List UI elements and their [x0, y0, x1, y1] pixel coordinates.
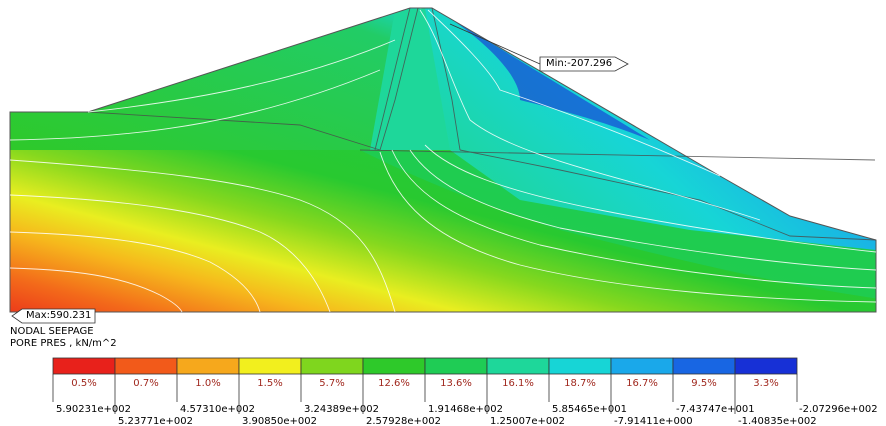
legend-swatch: [362, 357, 426, 375]
legend-percentage: 12.6%: [378, 378, 410, 389]
min-value-label: Min:-207.296: [546, 58, 613, 69]
legend-swatch: [176, 357, 240, 375]
legend-tick-value: 3.24389e+002: [304, 404, 379, 415]
legend-tick-value: 1.91468e+002: [428, 404, 503, 415]
legend-swatch: [486, 357, 550, 375]
legend-percentage: 13.6%: [440, 378, 472, 389]
legend-swatch: [610, 357, 674, 375]
legend-swatch: [424, 357, 488, 375]
legend-tick-value: -2.07296e+002: [799, 404, 878, 415]
legend-swatch: [300, 357, 364, 375]
legend-tick-value: -1.40835e+002: [738, 416, 817, 426]
legend-percentage: 9.5%: [691, 378, 716, 389]
legend-tick-value: 3.90850e+002: [242, 416, 317, 426]
legend-percentage: 16.7%: [626, 378, 658, 389]
legend-swatch: [114, 357, 178, 375]
legend-tick-value: 5.90231e+002: [56, 404, 131, 415]
legend-percentage: 18.7%: [564, 378, 596, 389]
result-unit-caption: PORE PRES , kN/m^2: [10, 338, 117, 349]
legend-percentage: 0.7%: [133, 378, 158, 389]
result-type-caption: NODAL SEEPAGE: [10, 326, 94, 337]
legend-percentage: 16.1%: [502, 378, 534, 389]
legend-percentage: 0.5%: [71, 378, 96, 389]
legend-percentage: 5.7%: [319, 378, 344, 389]
legend-swatch: [672, 357, 736, 375]
seepage-contour-plot: [9, 7, 877, 324]
legend-swatch: [548, 357, 612, 375]
legend-tick-value: 5.85465e+001: [552, 404, 627, 415]
legend-percentage: 1.0%: [195, 378, 220, 389]
legend-tick-value: 4.57310e+002: [180, 404, 255, 415]
max-value-label: Max:590.231: [26, 310, 92, 321]
legend-swatch: [734, 357, 798, 375]
legend-percentage: 1.5%: [257, 378, 282, 389]
legend-swatch: [52, 357, 116, 375]
legend-tick-value: -7.43747e+001: [676, 404, 755, 415]
legend-tick-value: 1.25007e+002: [490, 416, 565, 426]
color-legend: 0.5% 0.7% 1.0% 1.5% 5.7% 12.6% 13.6% 16.1% 18.7%…: [52, 357, 878, 426]
legend-tick-value: 2.57928e+002: [366, 416, 441, 426]
legend-tick-value: 5.23771e+002: [118, 416, 193, 426]
legend-tick-value: -7.91411e+000: [614, 416, 693, 426]
legend-percentage: 3.3%: [753, 378, 778, 389]
legend-swatch: [238, 357, 302, 375]
